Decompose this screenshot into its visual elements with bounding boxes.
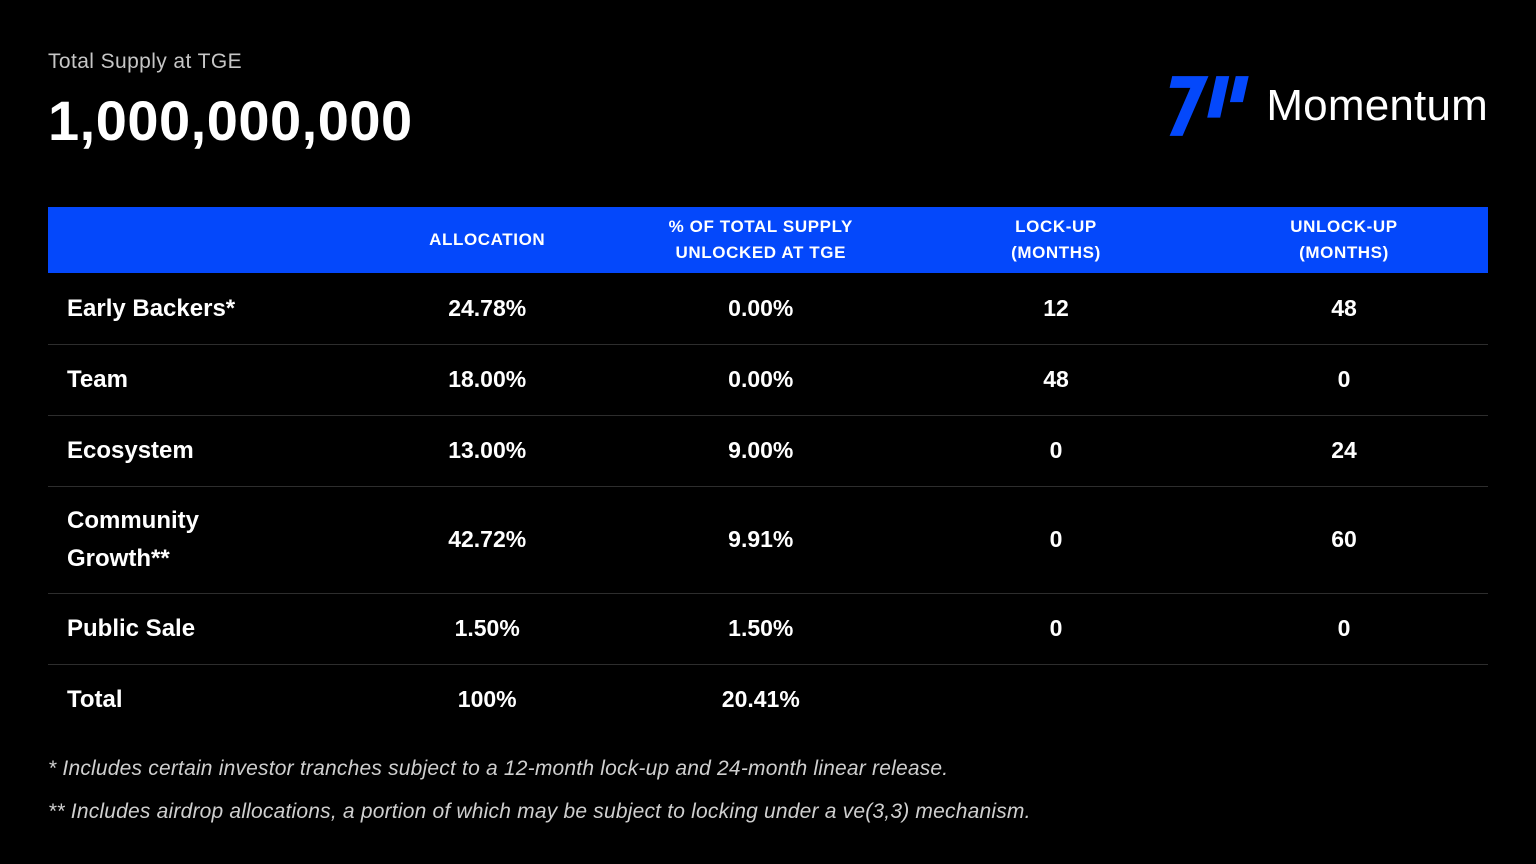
footnotes: * Includes certain investor tranches sub… — [48, 757, 1488, 824]
cell-lockup: 0 — [911, 485, 1200, 593]
row-label: Public Sale — [48, 592, 365, 664]
footnote-early-backers: * Includes certain investor tranches sub… — [48, 757, 949, 780]
cell-allocation: 24.78% — [448, 294, 527, 321]
cell-allocation: 100% — [364, 663, 610, 735]
column-header-unlocked: % OF TOTAL SUPPLY UNLOCKED AT TGE — [609, 207, 912, 273]
row-label: Team — [48, 343, 365, 415]
cell-unlocked: 1.50% — [609, 592, 912, 664]
footnote-community-growth: ** Includes airdrop allocations, a porti… — [48, 800, 1031, 823]
cell-unlockup: 0 — [1199, 343, 1488, 415]
table-row-total: Total 100% 20.41% — [48, 663, 1488, 735]
cell-lockup: 12 — [1043, 294, 1069, 321]
column-header-allocation: ALLOCATION — [364, 207, 610, 273]
table-header-row: ALLOCATION % OF TOTAL SUPPLY UNLOCKED AT… — [48, 207, 1488, 273]
table-row-community-growth: Community Growth** 42.72% 9.91% 0 60 — [48, 485, 1488, 593]
cell-lockup — [911, 663, 1200, 735]
cell-unlocked: 20.41% — [609, 663, 912, 735]
table-row-team: Team 18.00% 0.00% 48 0 — [48, 343, 1488, 415]
row-label: Ecosystem — [48, 414, 365, 486]
row-label: Total — [48, 663, 365, 735]
cell-lockup: 0 — [911, 592, 1200, 664]
table-row-early-backers: Early Backers* 24.78% 0.00% 12 48 — [48, 273, 1488, 344]
column-header-category — [48, 207, 365, 273]
total-supply-block: Total Supply at TGE 1,000,000,000 — [48, 50, 1488, 153]
cell-allocation: 42.72% — [364, 485, 610, 593]
cell-unlocked: 0.00% — [728, 294, 794, 321]
brand-header: Momentum — [1167, 76, 1488, 136]
table-row-public-sale: Public Sale 1.50% 1.50% 0 0 — [48, 592, 1488, 664]
cell-unlockup — [1199, 663, 1488, 735]
total-supply-value: 1,000,000,000 — [48, 89, 413, 152]
row-label: Early Backers* — [67, 294, 236, 322]
allocation-table: ALLOCATION % OF TOTAL SUPPLY UNLOCKED AT… — [48, 207, 1488, 735]
cell-allocation: 18.00% — [364, 343, 610, 415]
brand-name: Momentum — [1266, 81, 1488, 130]
momentum-logo-icon — [1169, 76, 1250, 136]
cell-unlockup: 60 — [1199, 485, 1488, 593]
total-supply-label: Total Supply at TGE — [48, 50, 242, 73]
cell-unlocked: 9.00% — [609, 414, 912, 486]
cell-unlocked: 0.00% — [609, 343, 912, 415]
cell-unlockup: 0 — [1199, 592, 1488, 664]
cell-allocation: 1.50% — [364, 592, 610, 664]
cell-unlockup: 48 — [1331, 294, 1357, 321]
table-row-ecosystem: Ecosystem 13.00% 9.00% 0 24 — [48, 414, 1488, 486]
column-header-unlockup: UNLOCK-UP (MONTHS) — [1199, 207, 1488, 273]
column-header-lockup: LOCK-UP (MONTHS) — [911, 207, 1200, 273]
cell-unlocked: 9.91% — [609, 485, 912, 593]
cell-lockup: 0 — [911, 414, 1200, 486]
cell-allocation: 13.00% — [364, 414, 610, 486]
row-label: Community Growth** — [48, 485, 365, 593]
cell-lockup: 48 — [911, 343, 1200, 415]
cell-unlockup: 24 — [1199, 414, 1488, 486]
